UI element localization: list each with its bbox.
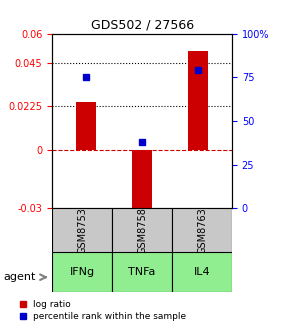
Text: IL4: IL4 [194, 267, 210, 277]
Bar [132, 150, 152, 212]
Text: GSM8753: GSM8753 [77, 207, 87, 254]
Text: GSM8758: GSM8758 [137, 207, 147, 254]
Title: GDS502 / 27566: GDS502 / 27566 [90, 18, 194, 31]
FancyBboxPatch shape [112, 252, 172, 292]
Legend: log ratio, percentile rank within the sample: log ratio, percentile rank within the sa… [19, 300, 186, 321]
Text: GSM8763: GSM8763 [197, 207, 207, 254]
Bar [76, 101, 96, 150]
FancyBboxPatch shape [172, 252, 232, 292]
FancyBboxPatch shape [52, 208, 112, 252]
Bar [188, 51, 208, 150]
Text: TNFa: TNFa [128, 267, 156, 277]
Text: IFNg: IFNg [70, 267, 95, 277]
FancyBboxPatch shape [112, 208, 172, 252]
FancyBboxPatch shape [52, 252, 112, 292]
Text: agent: agent [3, 272, 35, 282]
FancyBboxPatch shape [172, 208, 232, 252]
